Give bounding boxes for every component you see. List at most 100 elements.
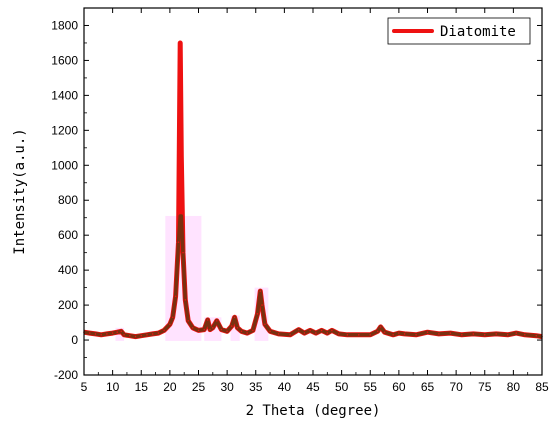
x-axis-label: 2 Theta (degree) xyxy=(246,403,381,419)
data-point xyxy=(495,333,498,335)
data-point xyxy=(236,327,239,329)
data-point xyxy=(415,334,417,336)
series-layer xyxy=(83,40,543,340)
y-axis-label: Intensity(a.u.) xyxy=(12,128,28,254)
data-point xyxy=(369,334,372,336)
y-tick-label: 400 xyxy=(58,263,78,277)
x-tick-label: 25 xyxy=(192,380,206,394)
data-point xyxy=(134,335,137,338)
data-point xyxy=(297,328,300,331)
series-diatomite-overlay xyxy=(83,214,543,339)
data-point xyxy=(331,329,333,332)
data-point xyxy=(151,333,154,335)
x-tick-label: 75 xyxy=(478,380,492,394)
data-point xyxy=(392,334,394,336)
y-tick-label: -200 xyxy=(54,368,78,382)
data-point xyxy=(182,251,184,254)
data-point xyxy=(358,334,360,336)
data-point xyxy=(171,316,174,319)
x-tick-label: 80 xyxy=(507,380,521,394)
data-point xyxy=(111,332,114,334)
data-point xyxy=(129,334,131,337)
legend: Diatomite xyxy=(387,17,531,45)
data-point xyxy=(206,319,209,321)
data-point xyxy=(383,331,386,333)
data-point xyxy=(376,330,379,333)
x-tick-label: 55 xyxy=(364,380,378,394)
series-diatomite-line xyxy=(83,40,543,340)
data-point xyxy=(212,327,214,329)
y-tick-label: 0 xyxy=(71,333,78,347)
x-tick-label: 35 xyxy=(249,380,263,394)
data-point xyxy=(449,332,452,334)
data-point xyxy=(88,332,91,334)
data-point xyxy=(197,329,200,332)
data-point xyxy=(315,332,317,334)
data-point xyxy=(203,328,206,331)
data-point xyxy=(259,290,262,292)
legend-label: Diatomite xyxy=(440,24,516,40)
data-point xyxy=(191,327,194,329)
data-point xyxy=(157,332,160,334)
data-point xyxy=(252,329,254,332)
data-point xyxy=(123,334,125,336)
y-tick-label: 1200 xyxy=(51,123,78,137)
data-point xyxy=(100,334,102,336)
y-tick-label: 1000 xyxy=(51,158,78,172)
y-tick-label: 800 xyxy=(58,193,78,207)
y-tick-label: 600 xyxy=(58,228,78,242)
data-point xyxy=(403,333,406,335)
data-point xyxy=(303,332,306,334)
x-tick-label: 50 xyxy=(335,380,349,394)
data-point xyxy=(289,334,291,336)
data-point xyxy=(398,332,400,334)
data-point xyxy=(184,299,187,301)
data-point xyxy=(179,42,181,44)
data-point xyxy=(472,333,475,335)
data-point xyxy=(116,331,119,333)
data-point xyxy=(146,334,148,336)
data-point xyxy=(461,334,463,336)
data-point xyxy=(230,325,233,327)
data-point xyxy=(515,332,518,334)
x-tick-label: 85 xyxy=(535,380,549,394)
x-tick-label: 20 xyxy=(163,380,177,394)
data-point xyxy=(94,333,97,335)
x-tick-label: 45 xyxy=(306,380,320,394)
data-point xyxy=(140,334,143,337)
y-axis-ticks: -200 0 200 400 600 800 1000 1200 1400 1600 1800 xyxy=(51,18,542,382)
data-point xyxy=(174,295,177,298)
y-tick-label: 1600 xyxy=(51,53,78,67)
data-point xyxy=(483,334,486,336)
highlight-band-4 xyxy=(115,327,125,341)
x-axis-ticks: 5 10 15 20 25 30 35 40 45 50 55 60 65 70 75 80 85 xyxy=(81,8,549,394)
data-point xyxy=(261,304,263,306)
x-tick-label: 60 xyxy=(392,380,406,394)
data-point xyxy=(163,329,165,332)
data-point xyxy=(426,331,429,333)
data-point xyxy=(226,330,228,333)
x-tick-label: 40 xyxy=(278,380,292,394)
data-point xyxy=(506,334,509,336)
data-point xyxy=(264,323,266,326)
data-point xyxy=(337,333,340,335)
data-point xyxy=(240,330,243,333)
plot-frame xyxy=(83,7,543,376)
data-point xyxy=(269,330,271,333)
data-point xyxy=(169,323,171,326)
data-point xyxy=(209,328,211,331)
y-tick-label: 1800 xyxy=(51,18,78,32)
x-tick-label: 15 xyxy=(135,380,149,394)
x-tick-label: 65 xyxy=(421,380,435,394)
data-point xyxy=(216,320,218,322)
data-point xyxy=(233,316,236,319)
data-point xyxy=(180,155,183,158)
data-point xyxy=(120,330,123,333)
x-tick-label: 10 xyxy=(106,380,120,394)
data-point xyxy=(177,241,180,243)
data-point xyxy=(246,332,248,334)
data-point xyxy=(535,334,538,337)
data-point xyxy=(277,333,280,335)
x-tick-label: 70 xyxy=(449,380,463,394)
